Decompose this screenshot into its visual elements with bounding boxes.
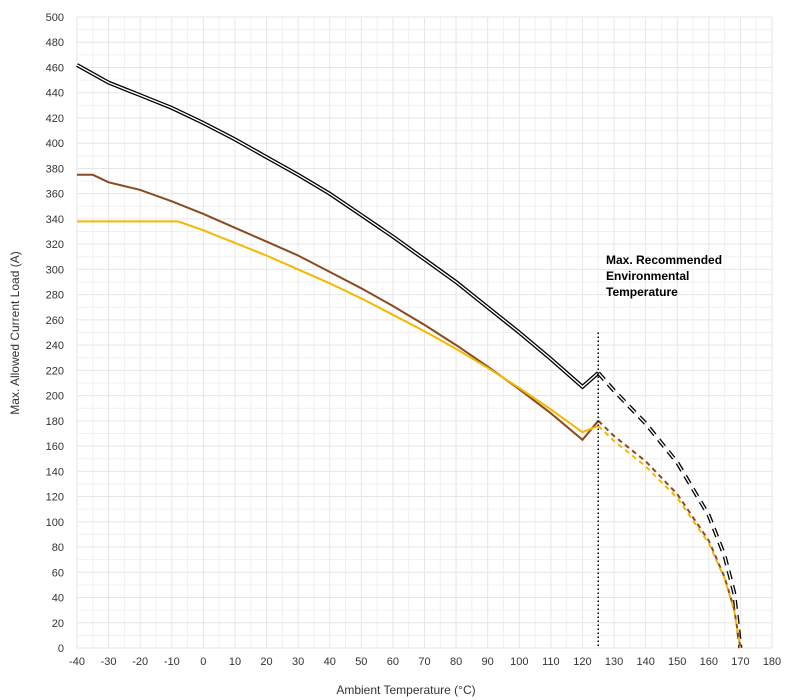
x-tick-label: 70 xyxy=(418,656,430,668)
y-tick-label: 240 xyxy=(46,340,64,352)
x-tick-label: 110 xyxy=(542,656,560,668)
x-tick-label: 0 xyxy=(200,656,206,668)
x-tick-labels: -40 -30 -20 -10 0 10 20 30 40 50 60 70 80 90 100 110 120… xyxy=(69,656,781,668)
y-tick-label: 320 xyxy=(46,239,64,251)
y-tick-label: 180 xyxy=(46,416,64,428)
y-tick-label: 480 xyxy=(46,37,64,49)
y-tick-label: 140 xyxy=(46,466,64,478)
y-tick-label: 440 xyxy=(46,88,64,100)
y-tick-label: 100 xyxy=(46,517,64,529)
y-tick-label: 160 xyxy=(46,441,64,453)
y-tick-label: 280 xyxy=(46,290,64,302)
series-line-inner xyxy=(76,64,599,388)
series-layer xyxy=(76,63,743,649)
x-tick-label: 90 xyxy=(482,656,494,668)
y-tick-label: 60 xyxy=(52,567,64,579)
y-tick-label: 220 xyxy=(46,365,64,377)
y-tick-label: 380 xyxy=(46,163,64,175)
annotation-text: Max. Recommended Environmental Temperature xyxy=(606,253,722,299)
y-tick-label: 500 xyxy=(46,12,64,24)
y-tick-label: 400 xyxy=(46,138,64,150)
y-tick-label: 80 xyxy=(52,542,64,554)
x-tick-label: 170 xyxy=(731,656,749,668)
series-dashed-outer xyxy=(596,371,743,649)
series-line xyxy=(77,173,600,442)
x-tick-label: 10 xyxy=(229,656,241,668)
x-tick-label: 150 xyxy=(668,656,686,668)
y-tick-label: 260 xyxy=(46,315,64,327)
x-tick-label: -10 xyxy=(164,656,180,668)
series-1 xyxy=(76,63,743,649)
y-tick-label: 0 xyxy=(58,643,64,655)
y-tick-label: 360 xyxy=(46,189,64,201)
series-line-outer xyxy=(76,63,600,390)
y-tick-label: 340 xyxy=(46,214,64,226)
x-tick-label: -30 xyxy=(101,656,117,668)
x-tick-label: -20 xyxy=(132,656,148,668)
x-tick-label: 60 xyxy=(387,656,399,668)
y-tick-label: 120 xyxy=(46,492,64,504)
series-3 xyxy=(77,220,742,649)
annotation-line: Environmental xyxy=(606,269,689,283)
x-tick-label: 80 xyxy=(450,656,462,668)
y-axis-label: Max. Allowed Current Load (A) xyxy=(8,251,22,414)
x-tick-label: 180 xyxy=(763,656,781,668)
x-tick-label: 120 xyxy=(573,656,591,668)
x-tick-label: 50 xyxy=(355,656,367,668)
series-dashed-line xyxy=(597,420,742,649)
series-dashed-line xyxy=(597,425,742,649)
major-gridlines xyxy=(76,16,773,649)
series-2 xyxy=(77,173,742,649)
series-line xyxy=(77,220,599,434)
x-tick-label: 160 xyxy=(700,656,718,668)
y-tick-label: 300 xyxy=(46,264,64,276)
annotation-line: Max. Recommended xyxy=(606,253,722,267)
x-tick-label: 130 xyxy=(605,656,623,668)
y-tick-label: 20 xyxy=(52,618,64,630)
x-tick-label: 100 xyxy=(510,656,528,668)
y-tick-labels: 0 20 40 60 80 100 120 140 160 180 200 220 240 260 280 3… xyxy=(46,12,64,655)
y-tick-label: 460 xyxy=(46,62,64,74)
y-tick-label: 420 xyxy=(46,113,64,125)
annotation-line: Temperature xyxy=(606,285,678,299)
x-tick-label: -40 xyxy=(69,656,85,668)
x-tick-label: 40 xyxy=(324,656,336,668)
x-tick-label: 20 xyxy=(260,656,272,668)
y-tick-label: 200 xyxy=(46,391,64,403)
x-axis-label: Ambient Temperature (°C) xyxy=(336,683,475,697)
x-tick-label: 140 xyxy=(636,656,654,668)
x-tick-label: 30 xyxy=(292,656,304,668)
series-dashed-inner xyxy=(597,372,742,649)
y-tick-label: 40 xyxy=(52,593,64,605)
